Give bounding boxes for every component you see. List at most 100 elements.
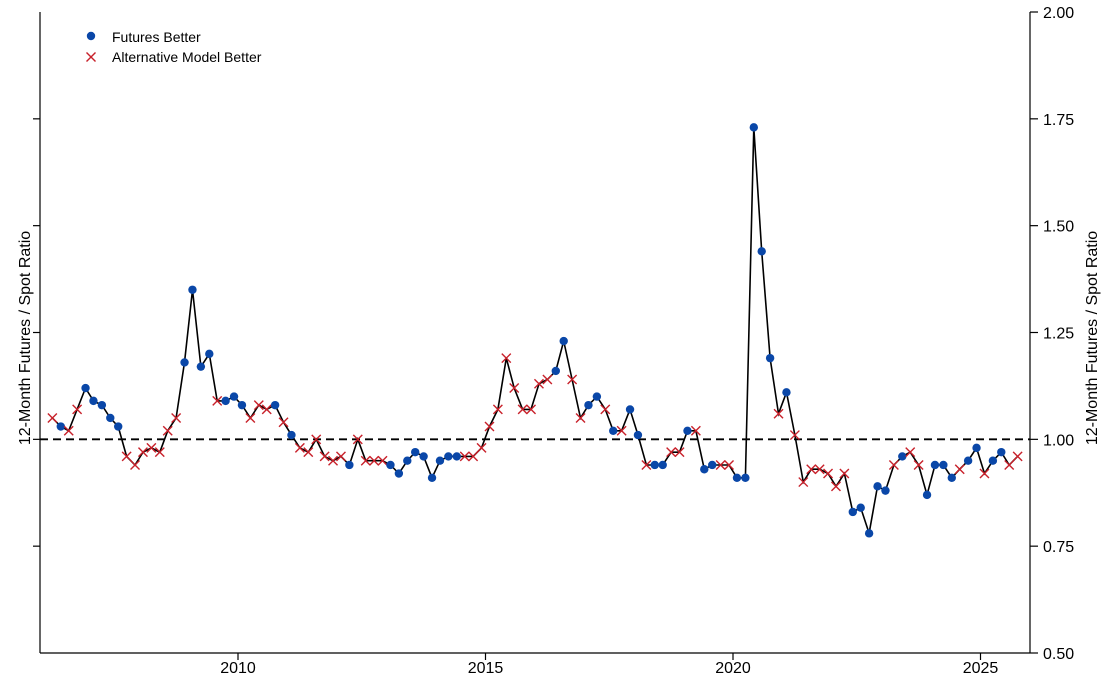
x-marker-stroke <box>616 425 627 436</box>
data-point-futures-better <box>881 486 890 495</box>
data-point-futures-better <box>435 456 445 465</box>
data-point-alternative-better <box>830 481 841 492</box>
data-point-alternative-better <box>798 477 809 488</box>
data-point-alternative-better <box>130 459 141 470</box>
x-marker-stroke <box>261 404 272 415</box>
data-point-alternative-better <box>724 459 735 470</box>
x-marker-stroke <box>245 412 256 423</box>
x-marker-stroke <box>509 383 520 394</box>
data-point-alternative-better <box>789 430 800 441</box>
x-marker-stroke <box>913 459 924 470</box>
data-point-alternative-better <box>484 421 495 432</box>
x-marker-stroke <box>823 468 834 479</box>
data-point-futures-better <box>741 473 750 482</box>
data-point-futures-better <box>650 460 659 470</box>
data-point-futures-better <box>972 443 981 453</box>
data-point-alternative-better <box>567 374 578 385</box>
data-point-futures-better <box>988 456 998 465</box>
x-marker-stroke <box>773 408 784 419</box>
x-tick-label: 2010 <box>220 660 256 677</box>
data-point-alternative-better <box>146 442 157 453</box>
data-point-futures-better <box>196 362 206 371</box>
data-point-alternative-better <box>905 447 916 458</box>
y-axis-title-right: 12-Month Futures / Spot Ratio <box>1084 231 1101 445</box>
x-marker-stroke <box>1012 451 1023 462</box>
data-point-alternative-better <box>715 459 726 470</box>
data-point-futures-better <box>394 469 404 478</box>
x-marker-stroke <box>830 481 841 492</box>
x-marker-stroke <box>171 412 182 423</box>
x-marker-stroke <box>575 412 586 423</box>
data-point-alternative-better <box>839 468 850 479</box>
x-marker-stroke <box>47 412 58 423</box>
data-point-alternative-better <box>121 451 132 462</box>
x-tick-label: 2025 <box>963 660 999 677</box>
x-marker-stroke <box>567 374 578 385</box>
x-marker-stroke <box>600 404 611 415</box>
x-marker-stroke <box>979 468 990 479</box>
data-point-futures-better <box>419 452 428 461</box>
series-line <box>51 127 1019 534</box>
data-point-alternative-better <box>212 395 223 406</box>
data-point-futures-better <box>848 507 857 517</box>
axes: 0.50 0.75 1.00 1.25 1.50 1.75 2.00 2010 2015 2020… <box>33 5 1074 677</box>
x-marker-stroke <box>501 353 512 364</box>
x-marker-stroke <box>335 451 346 462</box>
legend: Futures Better Alternative Model Better <box>86 29 262 65</box>
data-point-futures-better <box>700 465 709 474</box>
data-point-futures-better <box>873 482 882 491</box>
data-point-alternative-better <box>533 378 544 389</box>
x-marker-stroke <box>328 455 339 466</box>
x-marker-stroke <box>542 374 553 385</box>
y-tick-label: 0.75 <box>1043 539 1074 556</box>
data-point-futures-better <box>205 349 214 359</box>
x-marker-stroke <box>468 451 479 462</box>
x-marker-stroke <box>905 447 916 458</box>
x-marker-stroke <box>352 434 363 445</box>
x-marker-stroke <box>278 417 289 428</box>
x-marker-stroke <box>1004 459 1015 470</box>
x-marker-stroke <box>526 404 537 415</box>
data-point-alternative-better <box>377 455 388 466</box>
x-marker-stroke <box>154 447 165 458</box>
data-point-alternative-better <box>468 451 479 462</box>
data-point-alternative-better <box>278 417 289 428</box>
data-point-futures-better <box>427 473 437 482</box>
x-marker-stroke <box>839 468 850 479</box>
data-point-alternative-better <box>1004 459 1015 470</box>
data-point-alternative-better <box>328 455 339 466</box>
y-tick-label: 1.50 <box>1043 219 1074 236</box>
data-point-alternative-better <box>913 459 924 470</box>
x-marker-stroke <box>641 459 652 470</box>
data-point-alternative-better <box>294 442 305 453</box>
data-point-futures-better <box>658 460 667 470</box>
data-point-futures-better <box>732 473 742 482</box>
data-point-futures-better <box>633 430 643 440</box>
data-point-futures-better <box>584 400 593 410</box>
data-point-futures-better <box>864 529 874 538</box>
y-tick-label: 1.75 <box>1043 112 1074 129</box>
data-point-futures-better <box>229 392 239 401</box>
data-point-alternative-better <box>666 447 677 458</box>
data-point-futures-better <box>997 447 1006 457</box>
data-point-futures-better <box>708 460 717 470</box>
x-marker-stroke <box>484 421 495 432</box>
data-point-futures-better <box>922 490 932 500</box>
data-point-futures-better <box>81 383 90 393</box>
x-marker-stroke <box>814 464 825 475</box>
legend-dot-icon <box>86 31 96 41</box>
data-point-alternative-better <box>1012 451 1023 462</box>
data-point-alternative-better <box>47 412 58 423</box>
x-marker-stroke <box>294 442 305 453</box>
x-marker-stroke <box>137 447 148 458</box>
data-point-futures-better <box>757 247 766 256</box>
data-point-alternative-better <box>888 459 899 470</box>
x-marker-stroke <box>63 425 74 436</box>
y-tick-label: 1.00 <box>1043 432 1074 449</box>
data-point-alternative-better <box>303 447 314 458</box>
data-point-futures-better <box>749 123 758 132</box>
data-point-futures-better <box>782 388 791 397</box>
x-marker-stroke <box>311 434 322 445</box>
y-axis-title-left: 12-Month Futures / Spot Ratio <box>17 231 34 445</box>
